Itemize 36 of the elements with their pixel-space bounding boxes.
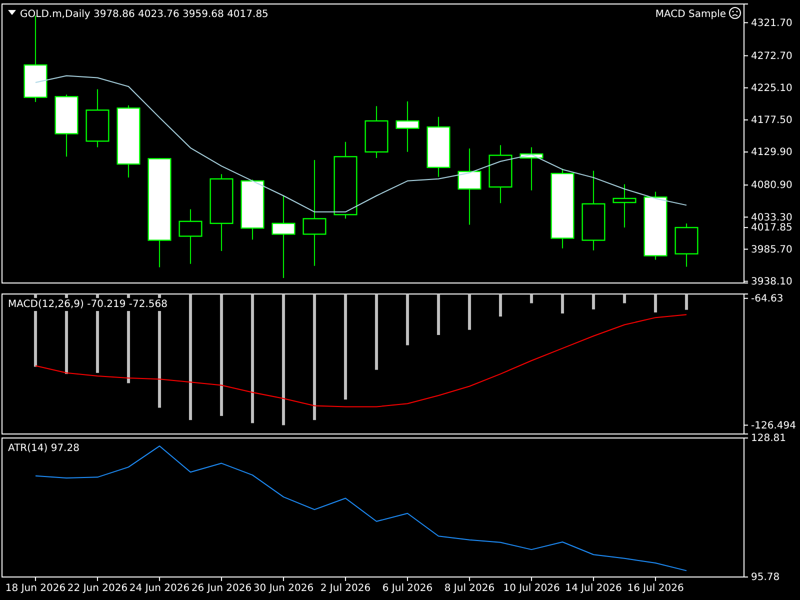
candlestick	[272, 195, 296, 279]
x-tick-label: 2 Jul 2026	[320, 583, 371, 594]
y-tick-label: -126.494	[751, 420, 796, 432]
y-tick-label: 4321.70	[751, 18, 792, 29]
y-tick-label: 3938.10	[751, 276, 792, 288]
y-tick-label: 3985.70	[751, 244, 792, 256]
candlestick	[302, 160, 326, 266]
candlestick	[612, 184, 636, 228]
x-tick-label: 16 Jul 2026	[627, 583, 684, 594]
candlestick	[178, 208, 202, 264]
x-tick-label: 10 Jul 2026	[503, 583, 560, 594]
x-tick-label: 18 Jun 2026	[5, 583, 66, 594]
y-tick-label: 4177.50	[751, 115, 792, 126]
y-tick-label: 4129.90	[751, 147, 792, 158]
x-tick-label: 30 Jun 2026	[253, 583, 314, 594]
y-tick-label: 4017.85	[751, 222, 792, 234]
y-tick-label: 4272.70	[751, 50, 792, 62]
x-tick-label: 14 Jul 2026	[565, 583, 622, 594]
x-tick-label: 8 Jul 2026	[444, 583, 495, 594]
candlestick	[458, 148, 482, 226]
y-tick-label: 128.81	[751, 433, 786, 444]
annotation: MACD Sample	[655, 9, 726, 20]
line-series	[35, 314, 687, 408]
text: GOLD.m,Daily 3978.86 4023.76 3959.68 4017.85	[20, 9, 268, 20]
x-tick-label: 24 Jun 2026	[129, 583, 190, 594]
candlestick	[396, 100, 420, 152]
x-tick-label: 22 Jun 2026	[67, 583, 128, 594]
x-tick-label: 6 Jul 2026	[382, 583, 433, 594]
y-tick-label: -64.63	[751, 294, 784, 305]
x-tick-label: 26 Jun 2026	[191, 583, 252, 594]
y-tick-label: 4080.90	[751, 180, 792, 192]
y-tick-label: 4033.30	[751, 212, 792, 224]
y-tick-label: 95.78	[751, 572, 780, 584]
y-tick-label: 4225.10	[751, 83, 792, 94]
text: ATR(14) 97.28	[8, 443, 80, 454]
text: MACD(12,26,9) -70.219 -72.568	[8, 299, 168, 310]
